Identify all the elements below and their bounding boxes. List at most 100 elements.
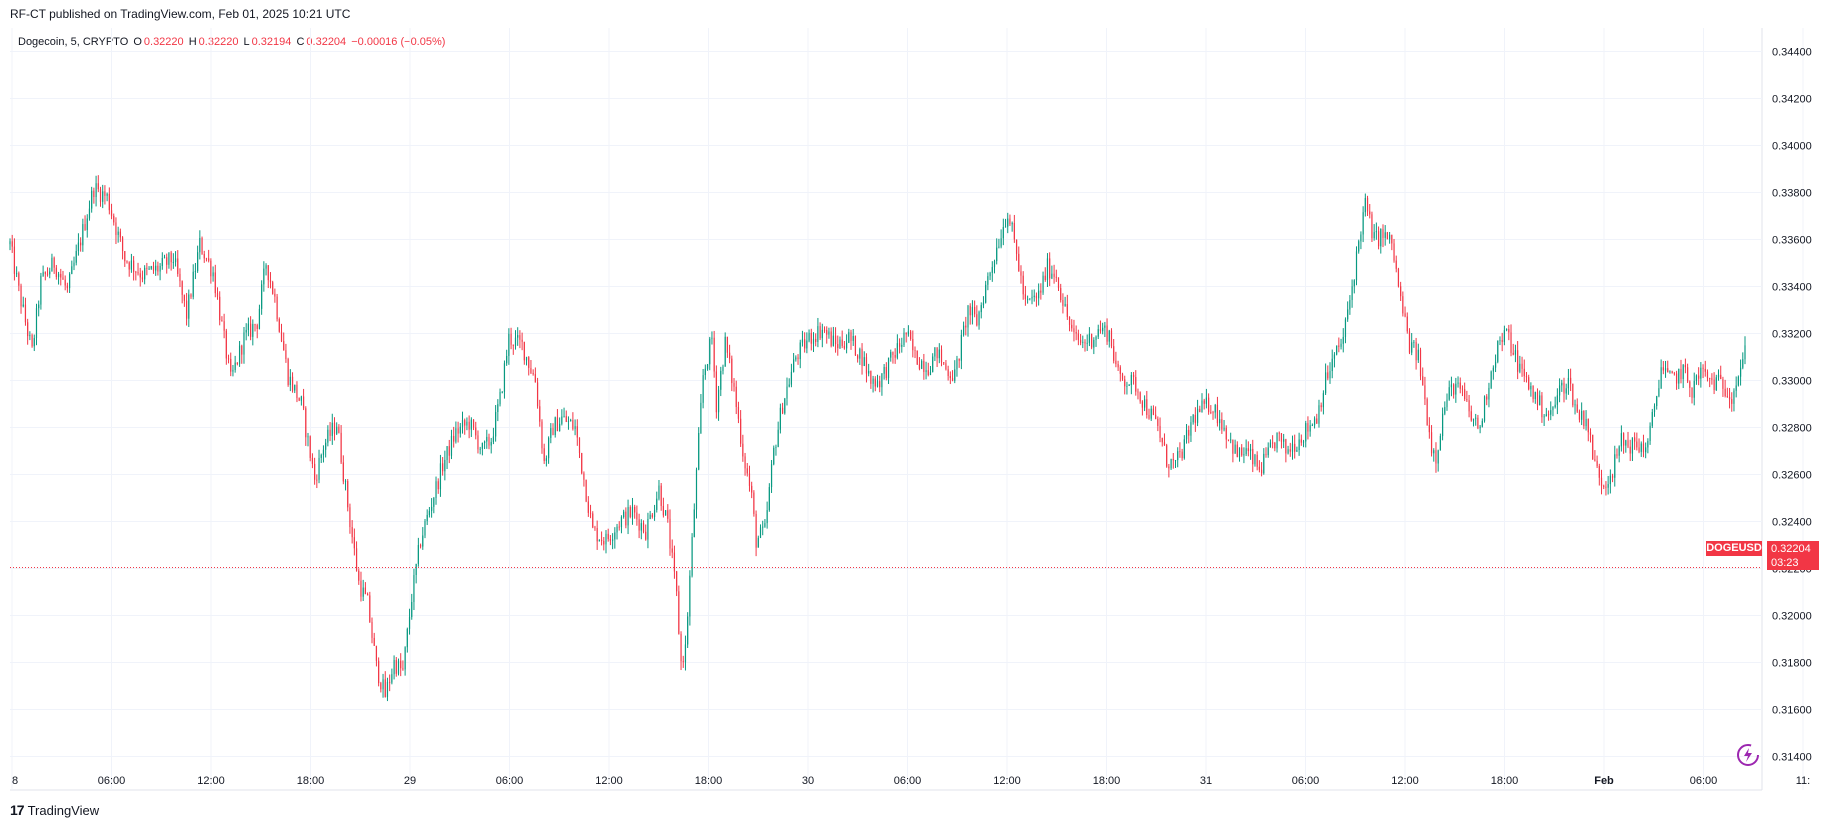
- candle-body: [894, 354, 896, 358]
- candle-body: [1742, 359, 1744, 368]
- candle-body: [1731, 399, 1733, 404]
- candle-body: [788, 384, 790, 387]
- candle-body: [1278, 432, 1280, 434]
- candle-body: [1208, 397, 1210, 413]
- candle-body: [159, 265, 161, 272]
- candle-body: [1662, 367, 1664, 371]
- candle-body: [536, 382, 539, 407]
- candle-body: [726, 336, 728, 353]
- candle-body: [1578, 411, 1581, 420]
- candle-body: [974, 307, 976, 315]
- candle-body: [1545, 414, 1547, 417]
- candle-body: [1570, 377, 1572, 384]
- candle-body: [1082, 341, 1084, 343]
- lightning-icon[interactable]: [1735, 742, 1761, 768]
- candle-body: [1313, 418, 1316, 426]
- candle-body: [1468, 400, 1470, 412]
- candle-body: [647, 519, 649, 540]
- candle-body: [1015, 239, 1018, 254]
- candle-body: [965, 325, 967, 328]
- candle-body: [300, 396, 302, 401]
- candle-body: [1002, 227, 1004, 239]
- candle-body: [865, 357, 868, 374]
- candle-body: [1143, 399, 1146, 408]
- candle-body: [1042, 275, 1044, 293]
- candle-body: [375, 645, 378, 661]
- candle-body: [905, 332, 907, 335]
- candle-body: [1305, 423, 1307, 442]
- candle-body: [1243, 454, 1245, 456]
- candle-body: [442, 463, 444, 472]
- candle-body: [406, 628, 408, 648]
- candle-body: [1035, 295, 1038, 299]
- candle-body: [1437, 450, 1439, 464]
- candle-body: [20, 285, 22, 307]
- candle-body: [80, 242, 82, 246]
- candle-body: [1139, 392, 1141, 402]
- candle-body: [395, 660, 397, 674]
- candle-body: [1051, 273, 1053, 279]
- candle-body: [232, 369, 234, 372]
- price-chart[interactable]: 0.34400 0.34200 0.34000 0.33800 0.33600 0.334…: [0, 0, 1835, 800]
- candle-body: [1574, 404, 1576, 406]
- candle-body: [1249, 448, 1252, 452]
- candle-body: [1525, 376, 1528, 378]
- candle-body: [1115, 360, 1117, 365]
- candle-body: [223, 321, 225, 331]
- candle-body: [95, 183, 97, 198]
- candle-body: [1364, 197, 1366, 213]
- candle-body: [236, 362, 238, 364]
- candle-body: [263, 268, 265, 285]
- candle-body: [267, 265, 269, 281]
- candle-body: [1161, 437, 1163, 443]
- legend-low-value: 0.32194: [251, 36, 292, 48]
- candle-body: [572, 420, 574, 429]
- candle-body: [845, 342, 848, 349]
- legend-close-value: 0.32204: [306, 36, 347, 48]
- candle-body: [598, 539, 600, 542]
- candle-body: [413, 575, 415, 602]
- candle-body: [1371, 214, 1373, 239]
- candle-body: [932, 356, 934, 372]
- candle-body: [1689, 381, 1691, 388]
- candle-body: [1428, 425, 1430, 433]
- candle-body: [1642, 443, 1645, 453]
- candle-body: [623, 511, 625, 518]
- candle-body: [837, 344, 839, 349]
- candle-body: [1104, 325, 1106, 328]
- candle-body: [713, 337, 715, 372]
- chart-grid: [10, 28, 1804, 791]
- candle-body: [1174, 460, 1177, 461]
- candle-body: [1152, 408, 1155, 415]
- candle-body: [1221, 419, 1223, 430]
- candle-body: [1011, 223, 1013, 225]
- candle-body: [1097, 329, 1099, 337]
- price-axis: 0.34400 0.34200 0.34000 0.33800 0.33600 0.334…: [1772, 47, 1812, 764]
- y-tick-label: 0.31600: [1772, 705, 1812, 717]
- candle-body: [945, 363, 947, 370]
- candle-body: [1141, 401, 1143, 408]
- candle-body: [709, 338, 711, 365]
- candle-body: [1698, 375, 1700, 379]
- candle-body: [91, 190, 93, 209]
- candle-body: [656, 498, 658, 510]
- footer-brand[interactable]: 17 TradingView: [10, 802, 99, 818]
- candle-body: [1616, 454, 1618, 456]
- candle-body: [1088, 333, 1091, 343]
- candle-body: [885, 367, 887, 379]
- candle-body: [722, 366, 724, 371]
- candle-body: [104, 191, 106, 196]
- candle-body: [1444, 407, 1446, 414]
- candle-body: [1435, 450, 1437, 464]
- candle-body: [287, 359, 289, 385]
- candle-body: [1461, 388, 1464, 390]
- candle-body: [1667, 368, 1669, 373]
- candle-body: [1320, 405, 1322, 408]
- candle-body: [1062, 300, 1064, 306]
- candle-body: [1298, 439, 1300, 451]
- candle-body: [1044, 275, 1046, 281]
- candle-body: [472, 419, 475, 428]
- candle-body: [492, 436, 495, 442]
- candle-body: [980, 305, 982, 313]
- candle-body: [1110, 330, 1113, 347]
